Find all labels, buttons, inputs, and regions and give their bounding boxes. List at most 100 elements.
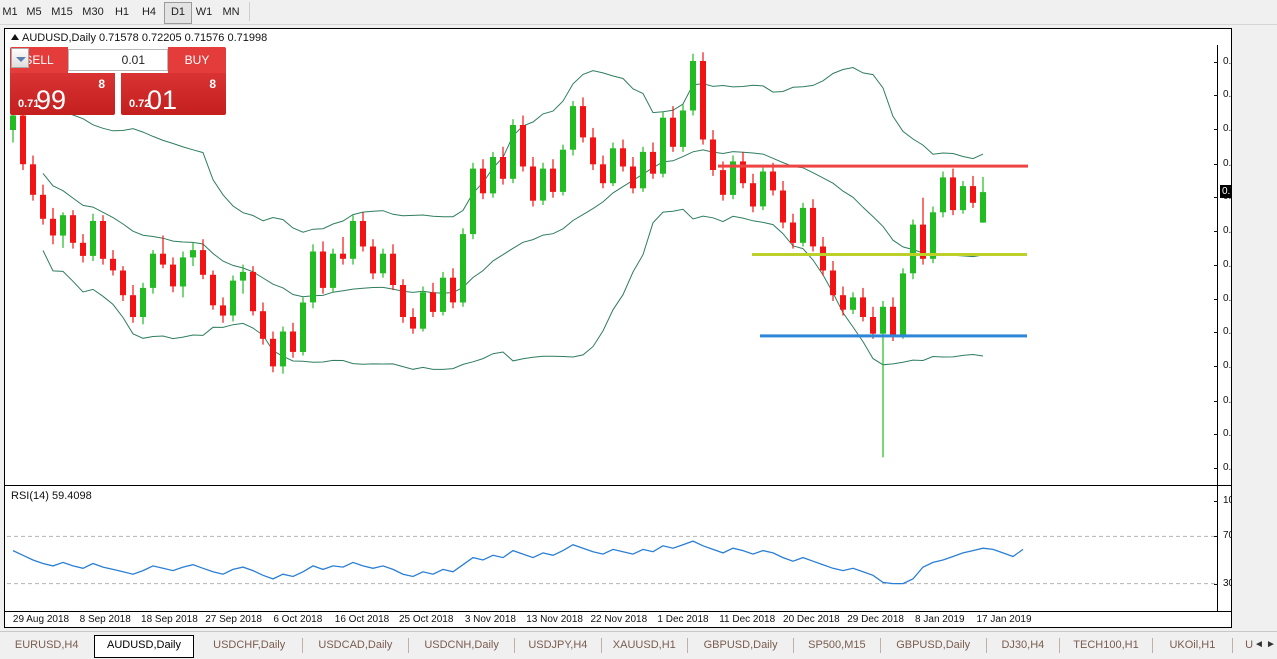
chart-tab-usdcnh-daily[interactable]: USDCNH,Daily [424, 639, 499, 651]
date-tick: 8 Jan 2019 [915, 614, 965, 625]
chart-tab-usdjpy-h4[interactable]: USDJPY,H4 [528, 639, 588, 651]
sell-price-box[interactable]: 0.71 99 8 [10, 73, 115, 115]
price-chart-svg [10, 52, 1028, 458]
date-tick: 29 Dec 2018 [847, 614, 904, 625]
timeframe-m5[interactable]: M5 [26, 6, 42, 18]
chart-tab-tech100-h1[interactable]: TECH100,H1 [1073, 639, 1139, 651]
price-axis[interactable] [1217, 45, 1231, 627]
timeframe-m1[interactable]: M1 [2, 6, 18, 18]
date-tick: 6 Oct 2018 [273, 614, 323, 625]
candle-body [80, 242, 86, 256]
candle-body [880, 306, 886, 334]
candle-body [250, 271, 256, 312]
volume-value: 0.01 [121, 53, 145, 67]
timeframe-toolbar: M1 M5 M15 M30 H1 H4 D1 W1 MN [0, 0, 1277, 25]
chart-tab-xauusd-h1[interactable]: XAUUSD,H1 [612, 639, 676, 651]
candle-body [760, 171, 766, 207]
candle-body [40, 194, 46, 219]
candle-body [730, 161, 736, 195]
candle-body [670, 117, 676, 147]
buy-price-box[interactable]: 0.72 01 8 [121, 73, 226, 115]
timeframe-d1[interactable]: D1 [164, 2, 192, 24]
candle-body [280, 331, 286, 367]
candle-body [870, 317, 876, 334]
candle-body [550, 168, 556, 192]
chart-tabs-bar: EURUSD,H4 AUDUSD,Daily USDCHF,Daily USDCAD,… [0, 631, 1277, 659]
buy-price-prefix: 0.72 [129, 98, 151, 110]
chart-title: AUDUSD,Daily 0.71578 0.72205 0.71576 0.7… [11, 32, 267, 44]
candle-body [170, 264, 176, 287]
date-tick: 11 Dec 2018 [719, 614, 776, 625]
date-tick: 8 Sep 2018 [79, 614, 131, 625]
tab-divider [985, 638, 987, 653]
level-line-mid-level[interactable] [752, 253, 1027, 256]
tab-divider [600, 638, 602, 653]
chart-tab-ukoil-h1[interactable]: UKOil,H1 [1169, 639, 1216, 651]
chart-tab-u[interactable]: U [1245, 639, 1254, 651]
candle-body [210, 274, 216, 306]
timeframe-m15[interactable]: M15 [51, 6, 73, 18]
buy-button[interactable]: BUY [168, 47, 226, 73]
chart-tab-gbpusd-daily[interactable]: GBPUSD,Daily [896, 639, 971, 651]
date-axis[interactable]: 29 Aug 2018 8 Sep 2018 18 Sep 2018 27 Sep 2… [5, 611, 1231, 627]
volume-decrement-button[interactable] [11, 48, 29, 68]
tab-divider [408, 638, 409, 653]
level-line-support[interactable] [760, 334, 1027, 338]
candle-body [950, 177, 956, 211]
tab-divider [301, 638, 303, 653]
candle-body [920, 224, 926, 259]
candle-body [850, 297, 856, 310]
volume-field[interactable]: 0.01 [68, 49, 168, 71]
tab-divider [687, 638, 688, 653]
timeframe-h4[interactable]: H4 [141, 6, 157, 18]
candle-body [470, 168, 476, 235]
date-tick: 1 Dec 2018 [657, 614, 709, 625]
chart-tab-audusd-daily[interactable]: AUDUSD,Daily [94, 635, 194, 658]
chart-tab-usdchf-daily[interactable]: USDCHF,Daily [213, 639, 286, 651]
timeframe-w1[interactable]: W1 [195, 6, 213, 18]
timeframe-mn[interactable]: MN [222, 6, 240, 18]
level-line-resistance[interactable] [718, 164, 1028, 168]
chart-tab-sp500-m15[interactable]: SP500,M15 [808, 639, 866, 651]
tabs-scroll-left-button[interactable]: ◄ [1254, 639, 1264, 650]
candle-body [800, 207, 806, 243]
candle-body [620, 148, 626, 167]
candle-body [410, 317, 416, 329]
bollinger-middle-band [42, 149, 984, 298]
candle-body [420, 292, 426, 329]
candle-body [930, 212, 936, 259]
candle-body [200, 250, 206, 275]
candle-body [330, 253, 336, 288]
timeframe-h1[interactable]: H1 [114, 6, 130, 18]
chart-frame[interactable]: AUDUSD,Daily 0.71578 0.72205 0.71576 0.7… [4, 28, 1232, 628]
one-click-trading-panel[interactable]: SELL 0.01 BUY 0.71 99 8 0.72 01 8 [10, 47, 226, 115]
candle-body [520, 125, 526, 167]
candle-body [740, 161, 746, 184]
candle-body [390, 253, 396, 285]
candle-body [140, 287, 146, 317]
collapse-triangle-icon[interactable] [11, 34, 19, 40]
candle-body [110, 258, 116, 271]
candle-body [790, 222, 796, 243]
sell-price-main: 99 [36, 85, 67, 115]
candle-body [450, 277, 456, 303]
chart-tab-dj30-h4[interactable]: DJ30,H4 [1001, 639, 1045, 651]
candle-body [370, 246, 376, 274]
chart-tab-gbpusd-daily[interactable]: GBPUSD,Daily [703, 639, 778, 651]
tabs-scroll-right-button[interactable]: ► [1266, 639, 1276, 650]
candle-body [560, 149, 566, 192]
buy-price-main: 01 [147, 85, 178, 115]
candle-body [640, 151, 646, 189]
candle-body [510, 125, 516, 179]
date-tick: 20 Dec 2018 [783, 614, 840, 625]
candle-body [180, 257, 186, 287]
chart-tab-eurusd-h4[interactable]: EURUSD,H4 [14, 639, 79, 651]
price-pane[interactable] [5, 45, 1219, 485]
rsi-chart-svg [7, 535, 1217, 585]
timeframe-m30[interactable]: M30 [82, 6, 104, 18]
rsi-pane[interactable] [5, 487, 1219, 627]
chart-tab-usdcad-daily[interactable]: USDCAD,Daily [318, 639, 393, 651]
candle-body [630, 166, 636, 189]
candle-body [310, 251, 316, 303]
tab-divider [793, 638, 795, 653]
